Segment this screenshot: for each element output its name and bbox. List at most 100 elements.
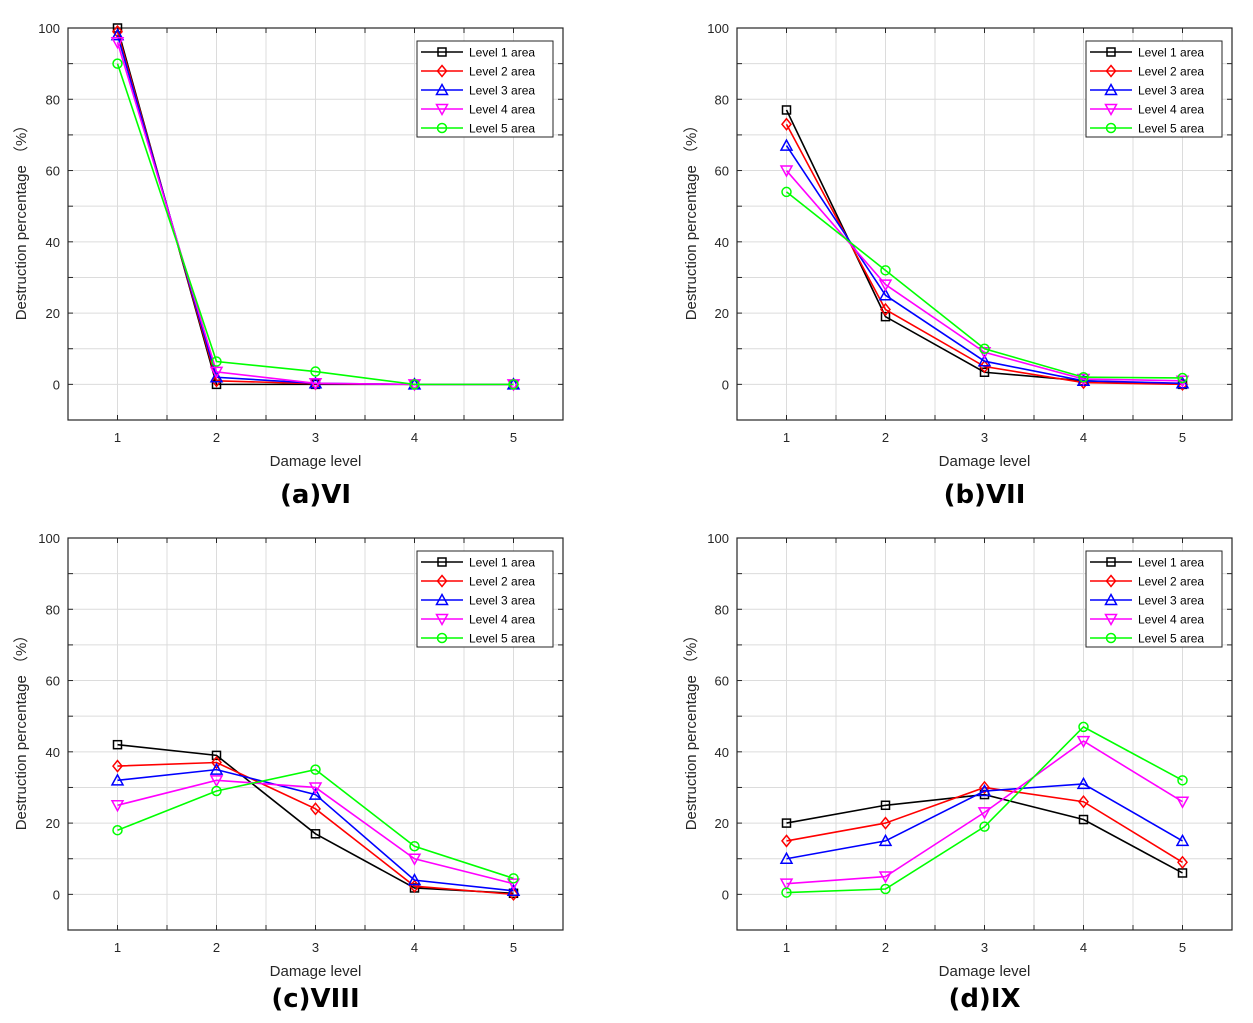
data-point-marker — [112, 739, 123, 750]
series-line — [786, 786, 1183, 863]
series-level-3-area — [779, 776, 1190, 864]
y-tick-label: 0 — [722, 887, 729, 902]
data-point-marker — [1078, 721, 1089, 733]
data-point-marker — [880, 302, 891, 317]
legend-label: Level 1 area — [1138, 46, 1204, 60]
y-tick-label: 20 — [715, 816, 729, 831]
x-tick-label: 3 — [312, 430, 319, 445]
data-point-marker — [310, 366, 321, 377]
data-point-marker — [112, 759, 123, 773]
legend-label: Level 2 area — [1138, 65, 1204, 79]
series-line — [117, 743, 514, 895]
legend-marker-icon — [436, 64, 448, 78]
chart-panel-3: 1 2 3 4 5 0 20 40 60 80 100 Damage level Destruction… — [13, 531, 564, 1014]
series-line — [786, 191, 1183, 379]
y-tick-label: 60 — [46, 164, 60, 179]
legend-marker-icon — [1105, 574, 1117, 588]
data-point-marker — [209, 775, 224, 788]
legend-label: Level 2 area — [1138, 575, 1204, 589]
series-level-5-area — [781, 186, 1188, 384]
chart-panel-4: 1 2 3 4 5 0 20 40 60 80 100 Damage level Destruction… — [683, 531, 1233, 1014]
x-tick-label: 2 — [882, 430, 889, 445]
data-point-marker — [878, 288, 893, 301]
legend-label: Level 4 area — [469, 103, 535, 117]
legend-marker-icon — [436, 574, 448, 588]
legend-marker-icon — [1105, 632, 1117, 644]
y-tick-label: 40 — [46, 745, 60, 760]
data-point-marker — [979, 359, 990, 374]
series-level-2-area — [781, 780, 1188, 869]
y-tick-label: 0 — [53, 887, 60, 902]
x-tick-label: 5 — [1179, 940, 1186, 955]
legend: Level 1 area Level 2 area Level 3 area Leve… — [1085, 40, 1223, 138]
y-tick-label: 100 — [38, 21, 60, 36]
series-line — [786, 783, 1183, 860]
series-line — [117, 779, 514, 885]
data-point-marker — [211, 750, 222, 761]
data-point-marker — [880, 816, 891, 830]
data-point-marker — [112, 58, 123, 69]
data-point-marker — [977, 807, 992, 820]
data-point-marker — [1175, 796, 1190, 809]
x-tick-label: 5 — [510, 430, 517, 445]
x-tick-label: 2 — [882, 940, 889, 955]
data-point-marker — [779, 165, 794, 178]
legend-item: Level 4 area — [421, 613, 535, 627]
y-tick-label: 20 — [46, 816, 60, 831]
y-tick-label: 40 — [46, 235, 60, 250]
data-point-marker — [781, 117, 792, 131]
data-point-marker — [880, 800, 891, 811]
data-point-marker — [979, 821, 990, 832]
data-point-marker — [308, 787, 323, 800]
legend-label: Level 3 area — [1138, 84, 1204, 98]
legend-item: Level 5 area — [1090, 122, 1204, 136]
data-point-marker — [878, 871, 893, 884]
y-tick-label: 80 — [715, 602, 729, 617]
legend: Level 1 area Level 2 area Level 3 area Leve… — [416, 40, 554, 138]
data-point-marker — [1076, 373, 1091, 387]
legend-item: Level 3 area — [421, 592, 535, 608]
y-tick-label: 0 — [53, 377, 60, 392]
y-tick-label: 60 — [715, 164, 729, 179]
legend-marker-icon — [436, 632, 448, 644]
data-point-marker — [211, 785, 222, 797]
legend-label: Level 4 area — [469, 613, 535, 627]
panel-caption: (a)VI — [280, 480, 351, 510]
y-tick-label: 20 — [46, 306, 60, 321]
x-tick-label: 5 — [1179, 430, 1186, 445]
y-axis-label: Destruction percentage （%） — [13, 628, 30, 831]
legend-item: Level 4 area — [1090, 613, 1204, 627]
data-point-marker — [1175, 833, 1190, 847]
data-point-marker — [506, 878, 521, 891]
y-tick-label: 100 — [707, 21, 729, 36]
data-point-marker — [781, 105, 792, 115]
legend-marker-icon — [1105, 64, 1117, 78]
data-point-marker — [880, 311, 891, 322]
data-point-marker — [781, 887, 792, 898]
legend-label: Level 4 area — [1138, 613, 1204, 627]
legend-marker-icon — [1104, 592, 1118, 606]
legend-item: Level 2 area — [1090, 574, 1204, 589]
data-point-marker — [979, 367, 990, 377]
legend-marker-icon — [1105, 122, 1117, 134]
data-point-marker — [209, 762, 224, 775]
legend-marker-icon — [436, 122, 448, 134]
legend-label: Level 5 area — [469, 632, 535, 646]
x-tick-label: 3 — [312, 940, 319, 955]
legend-marker-icon — [1104, 103, 1118, 117]
y-axis-label: Destruction percentage （%） — [13, 118, 30, 321]
x-tick-label: 1 — [783, 940, 790, 955]
series-line — [116, 63, 514, 386]
data-point-marker — [880, 265, 891, 276]
legend-marker-icon — [1104, 82, 1118, 96]
legend-item: Level 2 area — [421, 574, 535, 589]
data-point-marker — [1076, 776, 1091, 790]
data-point-marker — [1076, 735, 1091, 749]
data-point-marker — [1177, 372, 1188, 384]
data-point-marker — [508, 873, 519, 884]
series-level-5-area — [112, 58, 519, 390]
y-axis-label: Destruction percentage （%） — [683, 628, 700, 831]
data-point-marker — [880, 883, 891, 895]
panel-caption: (d)IX — [948, 984, 1020, 1014]
